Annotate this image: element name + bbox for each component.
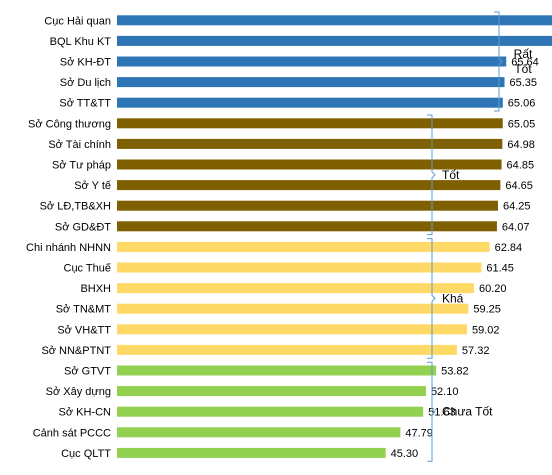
category-label: Sở TN&MT (56, 304, 112, 316)
bar (117, 118, 503, 129)
group-label: Tốt (442, 168, 460, 182)
category-label: Sở LĐ,TB&XH (40, 201, 111, 213)
value-label: 64.65 (505, 180, 533, 192)
value-label: 62.84 (495, 242, 523, 254)
value-label: 64.07 (502, 221, 530, 233)
value-label: 52.10 (431, 386, 459, 398)
value-label: 61.45 (486, 263, 514, 275)
category-label: Cục Hải quan (44, 15, 111, 27)
bar (117, 344, 457, 355)
value-label: 57.32 (462, 345, 490, 357)
category-label: Sở Xây dựng (46, 386, 111, 398)
bar (117, 262, 482, 273)
category-label: Sở Công thương (28, 118, 111, 130)
bar (117, 447, 386, 458)
value-label: 65.64 (511, 57, 539, 69)
value-label: 53.82 (441, 366, 469, 378)
category-label: Sở TT&TT (59, 98, 111, 110)
value-label: 64.98 (507, 139, 535, 151)
group-label: Rất (514, 47, 533, 61)
value-label: 51.63 (428, 407, 456, 419)
category-label: Sở Du lịch (60, 77, 111, 89)
bar (117, 427, 401, 438)
group-bracket (427, 361, 436, 462)
category-label: BQL Khu KT (50, 36, 112, 48)
bar (117, 365, 437, 376)
bar (117, 386, 426, 397)
bar (117, 221, 497, 232)
category-label: BHXH (80, 283, 111, 295)
bar (117, 15, 552, 26)
bar (117, 241, 490, 252)
category-label: Sở VH&TT (57, 324, 111, 336)
group-label: Tốt (514, 62, 532, 76)
value-label: 59.25 (473, 304, 501, 316)
bar (117, 324, 467, 335)
group-label: Chưa Tốt (442, 405, 493, 419)
category-label: Sở Tư pháp (52, 160, 111, 172)
value-label: 65.06 (508, 98, 536, 110)
bar (117, 77, 505, 88)
category-label: Sở Tài chính (48, 139, 111, 151)
category-label: Sở GTVT (64, 366, 111, 378)
bar (117, 35, 552, 46)
category-label: Sở NN&PTNT (41, 345, 111, 357)
bar (117, 283, 474, 294)
bar (117, 97, 503, 108)
category-label: Sở KH-ĐT (60, 57, 111, 69)
bar (117, 180, 501, 191)
value-label: 60.20 (479, 283, 507, 295)
bar (117, 303, 469, 314)
category-label: Sở Y tế (74, 180, 111, 192)
category-label: Cảnh sát PCCC (33, 427, 111, 439)
category-label: Sở KH-CN (59, 407, 111, 419)
value-label: 64.85 (507, 160, 535, 172)
category-label: Chi nhánh NHNN (26, 242, 111, 254)
value-label: 45.30 (391, 448, 419, 460)
value-label: 59.02 (472, 324, 500, 336)
group-bracket (427, 238, 436, 359)
value-label: 65.05 (508, 118, 536, 130)
group-bracket (427, 114, 436, 236)
bar (117, 200, 499, 211)
category-label: Cục QLTT (61, 448, 111, 460)
category-label: Sở GD&ĐT (55, 221, 111, 233)
category-label: Cục Thuế (64, 263, 112, 275)
bar (117, 406, 424, 417)
group-label: Khá (442, 291, 464, 305)
bar (117, 138, 503, 149)
group-bracket (494, 11, 503, 112)
bar (117, 159, 502, 170)
value-label: 47.79 (405, 427, 433, 439)
bar (117, 56, 507, 67)
value-label: 65.35 (510, 77, 538, 89)
value-label: 64.25 (503, 201, 531, 213)
